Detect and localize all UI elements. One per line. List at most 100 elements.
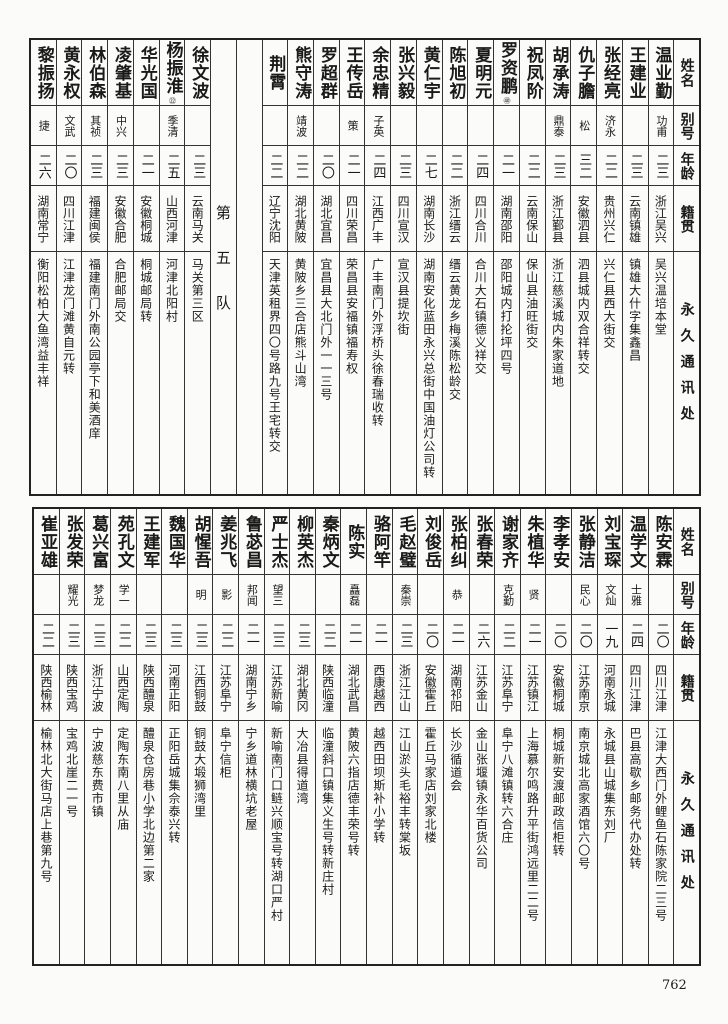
person-alias [468, 106, 494, 146]
person-address: 浙江慈溪城内朱家道地 [550, 258, 565, 388]
person-alias [442, 106, 468, 146]
person-column: 朱植华贤二一 江苏镇江 上海慕尔鸣路升平街鸿远里二二号 [519, 509, 546, 964]
person-name-text: 温业勤 [651, 45, 672, 100]
person-address: 镇雄大什字集鑫昌 [627, 258, 642, 362]
person-name: 王传岳 [339, 40, 365, 106]
person-address: 广丰南门外浮桥头徐春瑞收转 [370, 258, 385, 427]
person-column: 黄永权 文武 二〇 四川江津 江津龙门滩黄自元转 [55, 40, 82, 494]
person-column: 刘宝琛 文灿 一九 河南永城 永城县山城集东刘厂 [596, 509, 623, 964]
person-column: 黎振扬捷二六 湖南常宁 衡阳松柏大鱼湾益丰祥 [30, 40, 56, 494]
person-name: 崔亚雄 [34, 509, 59, 575]
person-native-place: 江苏阜宁 [495, 655, 520, 721]
person-name: 李孝安 [546, 509, 571, 575]
person-column: 刘俊岳 二〇 安徽霍丘 霍丘马家店刘家北楼 [417, 509, 443, 964]
person-native-place: 江苏金山 [469, 655, 495, 721]
person-alias [262, 106, 288, 146]
person-name-text: 严士杰 [267, 514, 288, 569]
person-address: 湖南安化蓝田永兴总街中国油灯公司转 [421, 258, 436, 479]
person-name: 熊守涛 [288, 40, 313, 106]
person-address: 榆林北大街马店上巷第九号 [38, 727, 53, 883]
person-address: 宣汉县提坎街 [396, 258, 411, 336]
person-native-place: 西康越西 [367, 655, 392, 721]
person-alias: 文灿 [597, 575, 623, 615]
person-name: 凌肇基 [108, 40, 133, 106]
person-alias: 靖波 [288, 106, 313, 146]
person-alias: 功甫 [648, 106, 674, 146]
person-age: 二二 [288, 146, 313, 186]
person-name: 王建军 [136, 509, 162, 575]
person-age: 二〇 [56, 146, 82, 186]
person-column: 余忠精 子英 二四 江西广丰 广丰南门外浮桥头徐春瑞收转 [364, 40, 391, 494]
person-name: 张柏纠 [443, 509, 469, 575]
person-native-place: 安徽泗县 [571, 186, 597, 252]
person-alias [162, 575, 187, 615]
person-alias: 文武 [56, 106, 82, 146]
person-column: 毛赵璧 秦崇 二三 浙江江山 江山淤头毛裕丰转棠坂 [391, 509, 418, 964]
person-native-place: 云南镇雄 [622, 186, 648, 252]
person-column: 陈实 矗磊 二一 湖北武昌 黄陂六指店德丰荣号转 [340, 509, 367, 964]
person-name: 姜兆飞 [213, 509, 239, 575]
person-alias [494, 106, 519, 146]
section-label: 第五队 [213, 205, 232, 340]
person-age: 二二 [442, 146, 468, 186]
person-alias [185, 106, 211, 146]
person-age: 二〇 [546, 615, 571, 655]
person-native-place: 四川荣昌 [339, 186, 365, 252]
person-native-place: 江西广丰 [365, 186, 391, 252]
person-address: 桐城新安渡邮政信柜转 [551, 727, 566, 857]
person-name-text: 林伯森 [85, 45, 106, 100]
person-name: 鲁苾昌 [239, 509, 264, 575]
person-name: 罗超群 [313, 40, 339, 106]
person-name-text: 刘俊岳 [421, 514, 442, 569]
person-age: 二三 [85, 615, 110, 655]
person-name-text: 陈旭初 [445, 45, 466, 100]
person-age: 二三 [392, 615, 418, 655]
person-address: 定陶东南八里从庙 [115, 727, 130, 831]
person-age: 二一 [239, 615, 264, 655]
person-age: 二三 [187, 615, 213, 655]
person-alias [469, 575, 495, 615]
person-column: 凌肇基 中兴 二三 安徽合肥 合肥邮局交 [107, 40, 133, 494]
person-native-place: 浙江江山 [392, 655, 418, 721]
person-column: 严士杰 望三 二三 江苏新喻 新喻南门口鲢兴顺宝号转湖口严村 [263, 509, 290, 964]
person-name-text: 王建业 [625, 45, 646, 100]
person-age: 二三 [391, 146, 416, 186]
person-age: 一九 [597, 615, 623, 655]
person-column: 张经亮 济永 二二 贵州兴仁 兴仁县西大街交 [596, 40, 622, 494]
person-name: 张静洁 [571, 509, 597, 575]
header-column: 姓名 别号 年龄 籍贯 永久通讯处 [673, 509, 699, 964]
person-name-text: 罗资鹏 [497, 40, 517, 95]
person-native-place: 云南保山 [519, 186, 545, 252]
person-address: 泗县城内双合祥转交 [576, 258, 591, 375]
person-address: 宜昌县大北门外一一三号 [318, 258, 333, 401]
person-name-text: 凌肇基 [110, 45, 131, 100]
person-address: 阜宁八滩镇转六合庄 [499, 727, 514, 844]
person-alias [519, 106, 545, 146]
person-address: 兴仁县西大街交 [601, 258, 616, 349]
person-name-text: 余忠精 [368, 45, 389, 100]
person-alias [315, 575, 341, 615]
person-alias [133, 106, 159, 146]
person-name-text: 荆霄 [265, 54, 286, 91]
person-name: 仇子膽 [571, 40, 597, 106]
person-native-place: 湖北黄冈 [290, 655, 315, 721]
section-divider-column: 第五队 [210, 40, 236, 494]
person-age: 二三 [290, 615, 315, 655]
person-alias [546, 575, 571, 615]
person-age: 二一 [367, 615, 392, 655]
person-age: 二五 [159, 146, 185, 186]
person-alias: 明 [187, 575, 213, 615]
person-age: 二二 [519, 146, 545, 186]
person-address: 霍丘马家店刘家北楼 [423, 727, 438, 844]
person-name: 胡惺吾 [187, 509, 213, 575]
person-native-place: 山西河津 [159, 186, 185, 252]
person-column: 华光国 二一 安徽桐城 桐城邮局转 [132, 40, 159, 494]
person-column: 苑孔文 学一 二二 山西定陶 定陶东南八里从庙 [109, 509, 136, 964]
person-name-text: 柳英杰 [293, 514, 314, 569]
person-native-place: 四川江津 [623, 655, 648, 721]
person-age: 二四 [623, 615, 648, 655]
person-native-place: 安徽霍丘 [418, 655, 443, 721]
